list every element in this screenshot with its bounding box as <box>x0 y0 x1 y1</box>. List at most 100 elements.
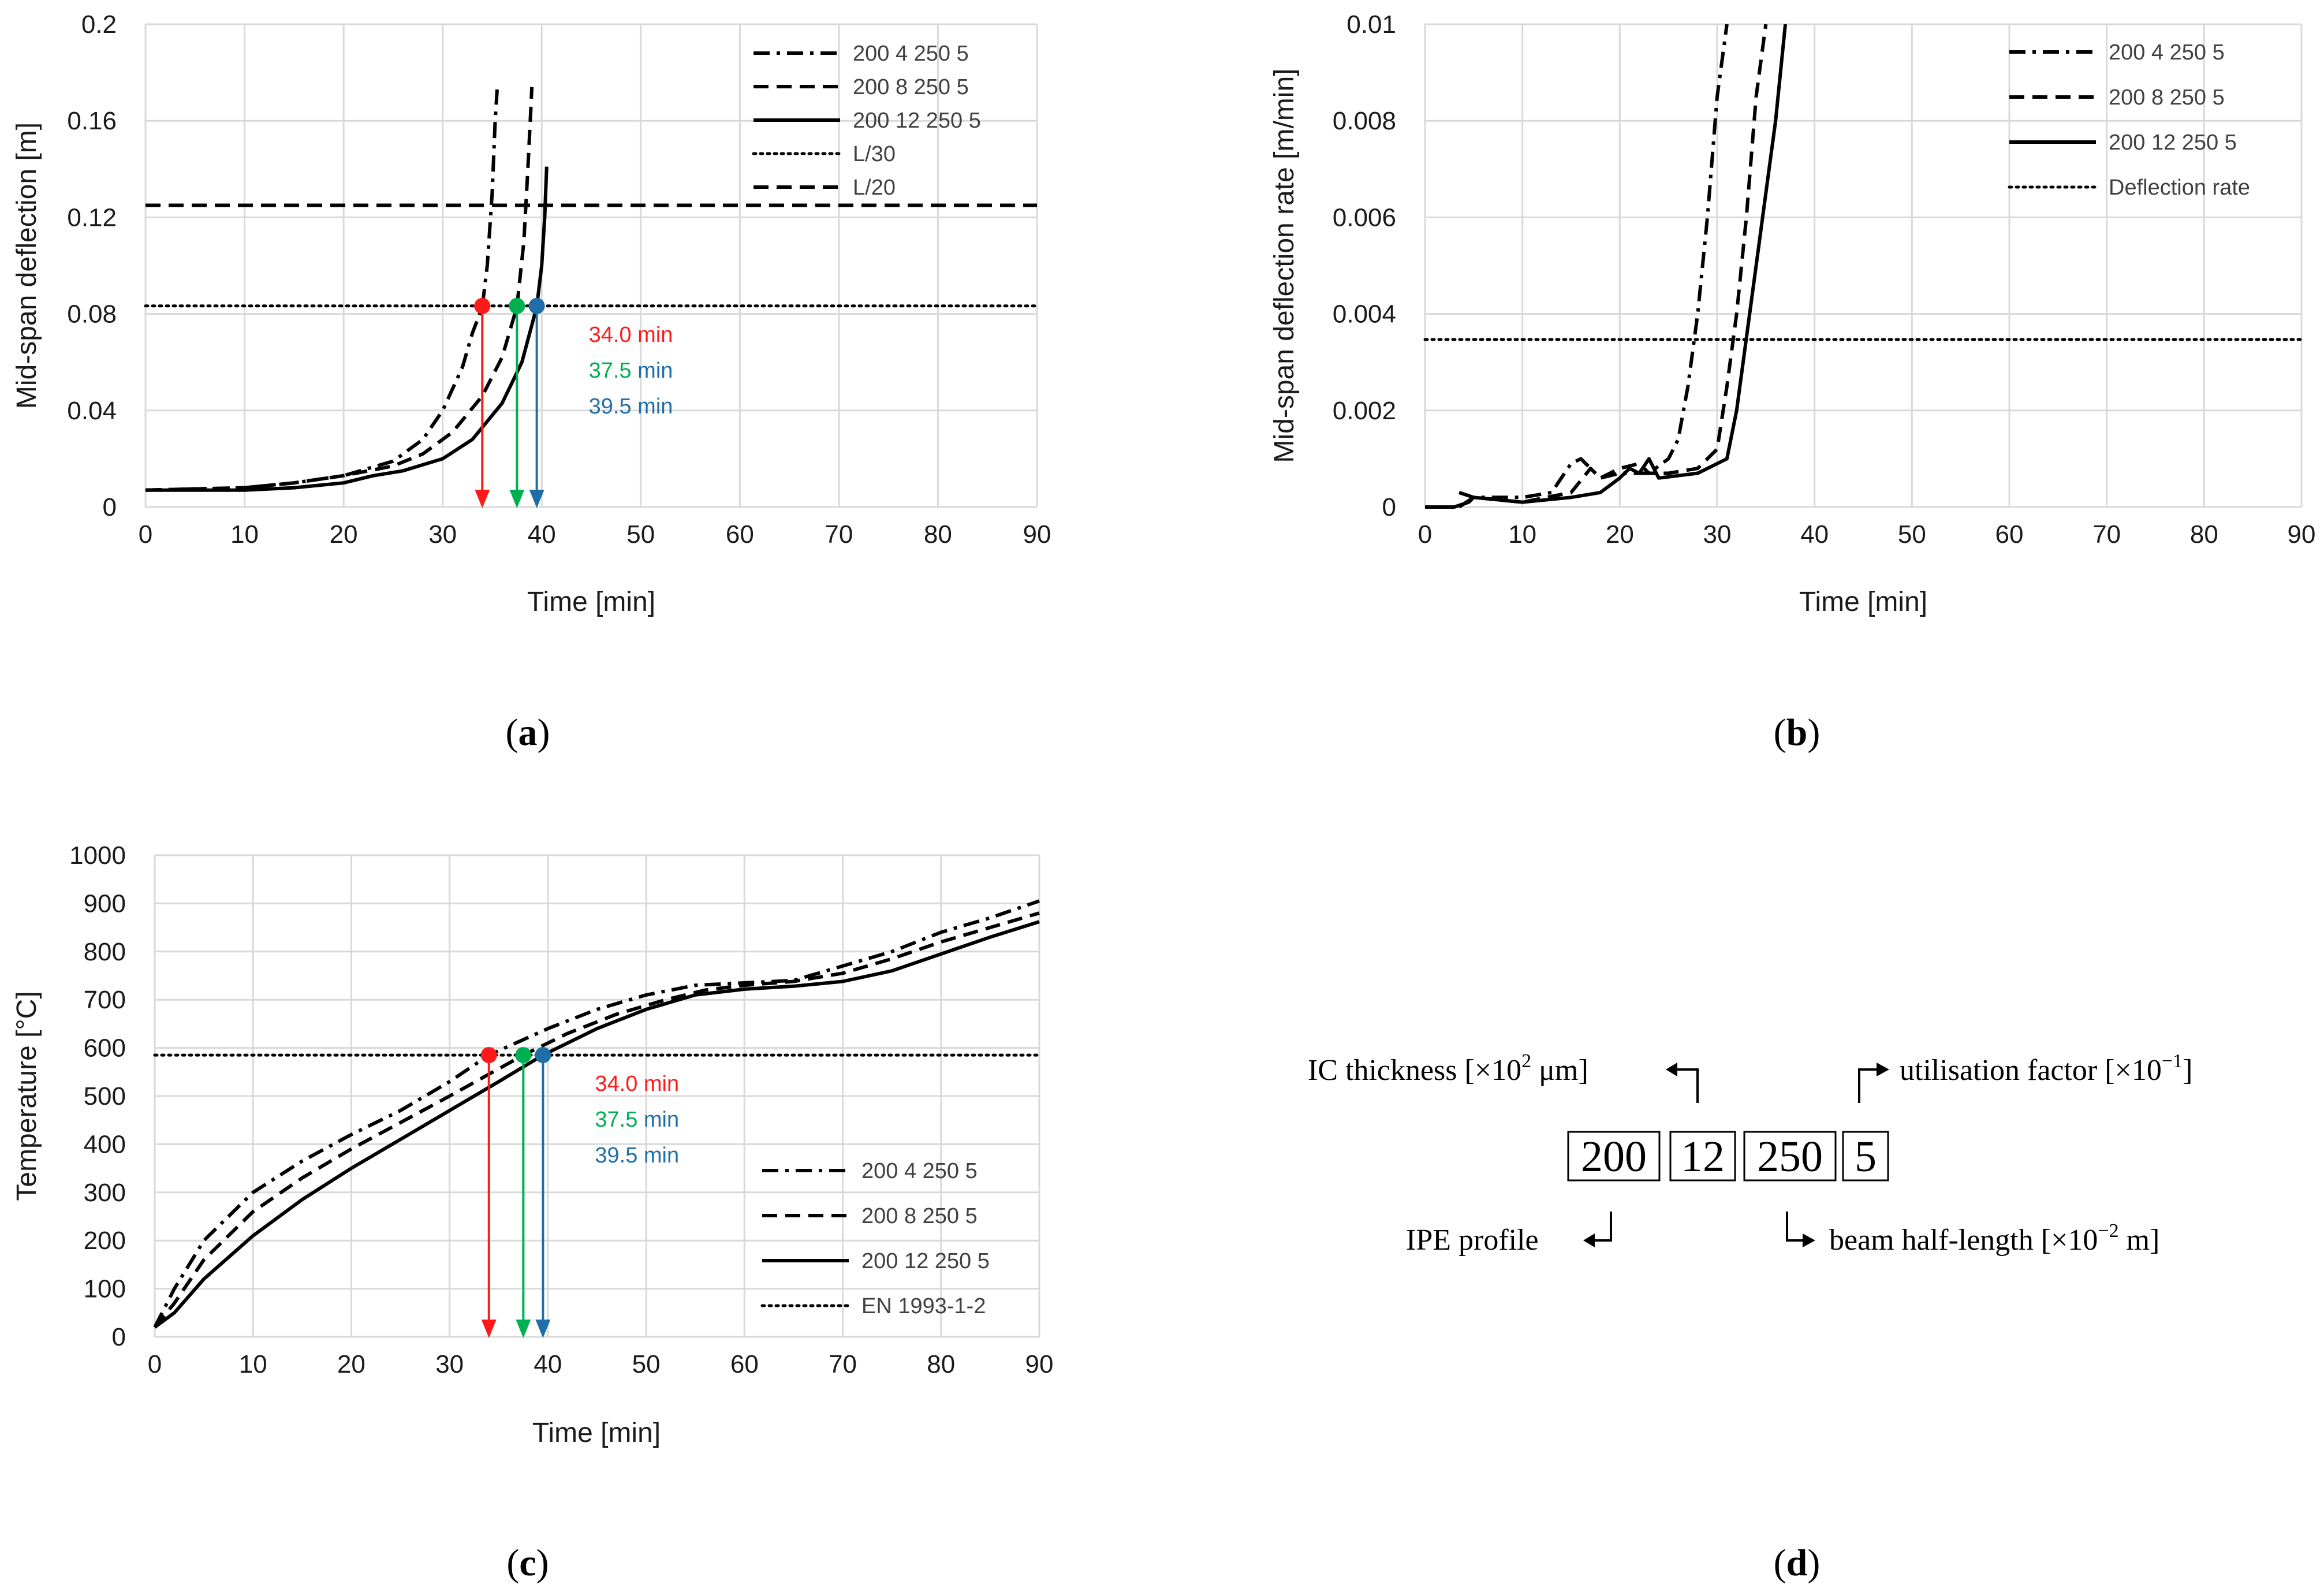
chart-c-ytick: 200 <box>84 1227 126 1255</box>
chart-b-legend: 200 4 250 5 200 8 250 5 200 12 250 5 Deflec… <box>2008 40 2250 200</box>
chart-b-series-group <box>1423 24 2303 509</box>
chart-b-xtick: 40 <box>1800 520 1829 549</box>
marker-value: 34.0 <box>595 1072 637 1096</box>
chart-c-series-line <box>153 911 1040 1329</box>
ic-exp: 2 <box>1521 1050 1531 1072</box>
chart-a-marker-point <box>528 297 545 314</box>
code-box-util <box>1842 1131 1889 1182</box>
chart-a-ylabel: Mid-span deflection [m] <box>12 122 42 409</box>
caption-d-letter: d <box>1786 1542 1808 1584</box>
chart-a-ytick: 0 <box>103 493 117 521</box>
chart-a-xtick: 60 <box>726 520 754 549</box>
ic-prefix: IC thickness [×10 <box>1308 1054 1521 1087</box>
chart-c-xtick: 50 <box>632 1350 661 1378</box>
ic-arrow-icon <box>1666 1063 1699 1103</box>
marker-value: 37.5 <box>595 1108 637 1132</box>
chart-c-marker-point <box>535 1047 551 1064</box>
chart-a-ytick: 0.04 <box>67 397 117 425</box>
chart-c-axes: 0 10 20 30 40 50 60 70 80 90010020030040050060070… <box>69 841 1053 1378</box>
chart-b-xtick: 10 <box>1508 520 1536 549</box>
marker-unit: min <box>632 359 673 383</box>
chart-c-legend: 200 4 250 5 200 8 250 5 200 12 250 5 EN 199… <box>760 1159 990 1318</box>
chart-b-legend-label: 200 4 250 5 <box>2109 40 2225 65</box>
marker-value: 39.5 <box>595 1143 637 1168</box>
chart-c-marker-arrowhead <box>535 1320 551 1338</box>
chart-c-xtick: 30 <box>435 1350 464 1378</box>
chart-c-xtick: 0 <box>148 1350 162 1378</box>
chart-a-series-line <box>146 166 549 492</box>
chart-b-ytick: 0 <box>1382 493 1396 521</box>
chart-a-legend-label: 200 12 250 5 <box>853 109 981 133</box>
chart-a: 0 10 20 30 40 50 60 70 80 9000.040.080.120.160.2 … <box>12 10 1051 754</box>
beam-prefix: beam half-length [×10 <box>1829 1224 2098 1257</box>
code-box-ipe <box>1567 1131 1661 1182</box>
util-prefix: utilisation factor [×10 <box>1900 1054 2162 1087</box>
chart-a-xtick: 80 <box>924 520 952 549</box>
chart-c-xtick: 80 <box>927 1350 955 1378</box>
chart-c-marker-point <box>480 1047 497 1064</box>
ipe-profile-label: IPE profile <box>1406 1224 1539 1257</box>
chart-b-xtick: 20 <box>1606 520 1634 549</box>
chart-c-ytick: 0 <box>112 1323 126 1351</box>
chart-c-xtick: 40 <box>534 1350 562 1378</box>
chart-a-xtick: 70 <box>825 520 853 549</box>
chart-a-legend-label: 200 4 250 5 <box>853 42 969 66</box>
util-suffix: ] <box>2183 1054 2192 1087</box>
chart-b-xtick: 80 <box>2190 520 2218 549</box>
chart-b-xtick: 0 <box>1418 520 1432 549</box>
chart-b-axes: 0 10 20 30 40 50 60 70 80 90 0 0.002 0.004 0.006 0.008… <box>1333 10 2316 549</box>
chart-c-marker-label: 34.0 min <box>595 1072 679 1096</box>
caption-c-letter: c <box>519 1542 536 1584</box>
chart-b-legend-label: Deflection rate <box>2109 176 2250 200</box>
marker-unit: min <box>637 1108 679 1132</box>
chart-b-xlabel: Time [min] <box>1799 587 1927 617</box>
chart-c-xtick: 60 <box>730 1350 759 1378</box>
ipe-arrow-icon <box>1583 1212 1612 1247</box>
chart-a-legend-label: L/20 <box>853 176 896 200</box>
chart-c-marker-arrowhead <box>481 1320 497 1338</box>
code-box-length <box>1743 1131 1837 1182</box>
chart-b-xtick: 90 <box>2288 520 2316 549</box>
caption-c: (c) <box>506 1542 549 1584</box>
chart-b-xtick: 50 <box>1898 520 1926 549</box>
chart-c-ytick: 100 <box>84 1275 126 1303</box>
chart-c-ytick: 1000 <box>69 841 126 870</box>
chart-a-legend: 200 4 250 5 200 8 250 5 200 12 250 5 L/30 L/… <box>752 42 981 200</box>
chart-c-xtick: 10 <box>239 1350 267 1378</box>
chart-a-xtick: 40 <box>528 520 556 549</box>
chart-c-marker-arrowhead <box>516 1320 531 1338</box>
beam-exp: −2 <box>2098 1220 2118 1242</box>
chart-c-xtick: 20 <box>337 1350 365 1378</box>
chart-a-series-line <box>145 87 534 492</box>
chart-c-legend-label: EN 1993-1-2 <box>861 1294 986 1318</box>
chart-c-legend-label: 200 8 250 5 <box>861 1204 978 1228</box>
ic-suffix: μm] <box>1531 1054 1588 1087</box>
utilisation-label: utilisation factor [×10−1] <box>1900 1050 2192 1087</box>
chart-a-ytick: 0.2 <box>81 10 117 39</box>
marker-unit: min <box>632 394 673 419</box>
code-ic: 12 <box>1681 1132 1725 1181</box>
marker-unit: min <box>637 1072 679 1096</box>
chart-b-grid <box>1424 23 2303 508</box>
caption-a: (a) <box>506 711 550 754</box>
chart-a-marker-arrowhead <box>529 490 544 508</box>
chart-c: 0 10 20 30 40 50 60 70 80 90010020030040050060070… <box>12 841 1053 1584</box>
chart-c-marker-label: 37.5 min <box>595 1108 679 1132</box>
chart-a-ytick: 0.08 <box>67 300 117 329</box>
chart-c-ytick: 700 <box>84 986 126 1014</box>
chart-c-ytick: 300 <box>84 1179 126 1207</box>
ic-thickness-label: IC thickness [×102 μm] <box>1308 1050 1588 1087</box>
chart-c-xtick: 90 <box>1025 1350 1054 1378</box>
chart-c-ytick: 400 <box>84 1130 126 1158</box>
caption-a-letter: a <box>518 711 538 754</box>
chart-c-ylabel: Temperature [°C] <box>12 991 42 1201</box>
chart-b-ylabel: Mid-span deflection rate [m/min] <box>1269 69 1300 463</box>
chart-c-legend-label: 200 12 250 5 <box>861 1249 990 1273</box>
chart-c-xtick: 70 <box>829 1350 857 1378</box>
chart-c-ytick: 800 <box>84 938 126 966</box>
marker-value: 39.5 <box>589 394 632 419</box>
chart-c-series-line <box>154 920 1040 1329</box>
beam-arrow-icon <box>1786 1212 1815 1247</box>
